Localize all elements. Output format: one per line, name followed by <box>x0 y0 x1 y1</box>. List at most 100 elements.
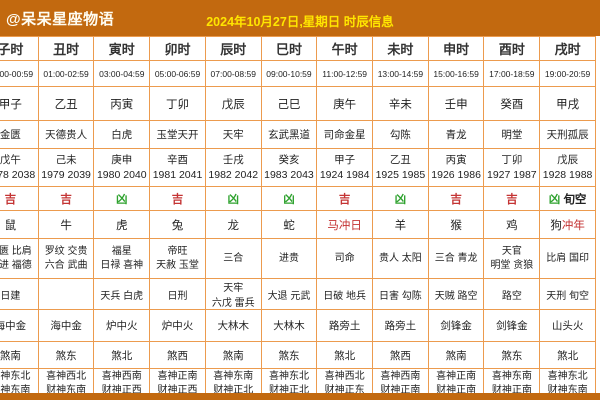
xishen-caishen-cell: 喜神正南 财神正南 <box>427 368 485 393</box>
xiongshen-cell: 日刑 <box>149 278 206 310</box>
jishen-cell: 金匮 比肩大进 福德 <box>0 238 39 279</box>
hour-name-cell: 申时 <box>427 36 485 61</box>
nayin-cell: 炉中火 <box>149 309 206 342</box>
chong-years-cell: 丁卯 1927 1987 <box>483 148 541 187</box>
hour-time-cell: 09:00-10:59 <box>260 60 318 87</box>
nayin-cell: 海中金 <box>37 309 95 342</box>
huangdao-cell: 天刑孤辰 <box>539 120 596 149</box>
bottom-bar <box>0 393 600 400</box>
huangdao-cell: 天牢 <box>204 120 262 149</box>
hour-ganzhi-cell: 丁卯 <box>149 86 206 121</box>
hour-time-cell: 07:00-08:59 <box>204 60 262 87</box>
hour-ganzhi-cell: 乙丑 <box>37 86 95 121</box>
luck-cell: 吉 <box>37 186 95 211</box>
hour-name-cell: 子时 <box>0 36 39 61</box>
chong-years-cell: 辛酉 1981 2041 <box>149 148 206 187</box>
hour-ganzhi-cell: 戊辰 <box>204 86 262 121</box>
luck-cell: 吉 <box>0 186 39 211</box>
chong-years-cell: 癸亥 1983 2043 <box>260 148 318 187</box>
animal-cell: 龙 <box>204 210 262 239</box>
hour-time-cell: 23:00-00:59 <box>0 60 39 87</box>
nayin-cell: 路旁土 <box>316 309 374 342</box>
luck-cell: 吉 <box>427 186 485 211</box>
huangdao-cell: 玄武黑道 <box>260 120 318 149</box>
hour-name-cell: 酉时 <box>483 36 541 61</box>
hour-ganzhi-cell: 己巳 <box>260 86 318 121</box>
xiongshen-cell: 天贼 路空 <box>427 278 485 310</box>
sha-cell: 煞南 <box>427 341 485 369</box>
jishen-cell: 司命 <box>316 238 374 279</box>
xishen-caishen-cell: 喜神西北 财神东南 <box>37 368 95 393</box>
sha-cell: 煞西 <box>149 341 206 369</box>
brand-title: @呆呆星座物语 <box>6 11 115 28</box>
chong-years-cell: 乙丑 1925 1985 <box>372 148 429 187</box>
jishen-cell: 贵人 太阳 <box>372 238 429 279</box>
animal-cell: 虎 <box>93 210 151 239</box>
huangdao-cell: 白虎 <box>93 120 151 149</box>
chong-years-cell: 丙寅 1926 1986 <box>427 148 485 187</box>
hour-time-cell: 15:00-16:59 <box>427 60 485 87</box>
row-hour-name: 子时丑时寅时卯时辰时巳时午时未时申时酉时戌时 <box>0 36 596 61</box>
hour-time-cell: 13:00-14:59 <box>372 60 429 87</box>
hours-table-wrap: 子时丑时寅时卯时辰时巳时午时未时申时酉时戌时23:00-00:5901:00-0… <box>0 36 600 393</box>
xiongshen-cell: 大退 元武 <box>260 278 318 310</box>
luck-cell: 凶 <box>204 186 262 211</box>
luck-cell: 凶 <box>93 186 151 211</box>
sha-cell: 煞西 <box>372 341 429 369</box>
huangdao-cell: 金匮 <box>0 120 39 149</box>
row-xishen-caishen: 喜神东北财神东南喜神西北财神东南喜神西南财神正西喜神正南财神正西喜神东南财神正北… <box>0 368 596 393</box>
nayin-cell: 山头火 <box>539 309 596 342</box>
chong-years-cell: 甲子 1924 1984 <box>316 148 374 187</box>
animal-cell: 牛 <box>37 210 95 239</box>
hour-time-cell: 11:00-12:59 <box>316 60 374 87</box>
sha-cell: 煞南 <box>204 341 262 369</box>
hour-name-cell: 卯时 <box>149 36 206 61</box>
nayin-cell: 海中金 <box>0 309 39 342</box>
row-xiongshen: 日建 天兵 白虎 日刑 天牢 六戊 雷兵 大退 元武 日破 地兵 日害 勾陈 天贼 路空 路空 天刑… <box>0 278 596 310</box>
sha-cell: 煞东 <box>37 341 95 369</box>
nayin-cell: 剑锋金 <box>483 309 541 342</box>
hour-time-cell: 03:00-04:59 <box>93 60 151 87</box>
nayin-cell: 炉中火 <box>93 309 151 342</box>
luck-cell: 吉 <box>316 186 374 211</box>
row-animal: 鼠牛虎兔龙蛇马冲日羊猴鸡狗冲年 <box>0 210 596 239</box>
row-nayin: 海中金海中金炉中火炉中火大林木大林木路旁土路旁土剑锋金剑锋金山头火 <box>0 309 596 342</box>
sha-cell: 煞东 <box>260 341 318 369</box>
row-luck: 吉吉凶吉凶凶吉凶吉吉凶 旬空 <box>0 186 596 211</box>
hour-time-cell: 01:00-02:59 <box>37 60 95 87</box>
chong-years-cell: 戊午1978 2038 <box>0 148 39 187</box>
nayin-cell: 路旁土 <box>372 309 429 342</box>
jishen-cell: 天官 明堂 贪狼 <box>483 238 541 279</box>
xishen-caishen-cell: 喜神西北 财神正东 <box>316 368 374 393</box>
animal-cell: 蛇 <box>260 210 318 239</box>
xishen-caishen-cell: 喜神西南 财神正南 <box>372 368 429 393</box>
animal-cell: 鸡 <box>483 210 541 239</box>
hours-table: 子时丑时寅时卯时辰时巳时午时未时申时酉时戌时23:00-00:5901:00-0… <box>0 36 596 393</box>
luck-cell: 吉 <box>483 186 541 211</box>
xiongshen-cell: 天兵 白虎 <box>93 278 151 310</box>
animal-cell: 马冲日 <box>316 210 374 239</box>
jishen-cell: 罗纹 交贵 六合 武曲 <box>37 238 95 279</box>
huangdao-cell: 勾陈 <box>372 120 429 149</box>
huangdao-cell: 司命金星 <box>316 120 374 149</box>
xiongshen-cell: 天牢 六戊 雷兵 <box>204 278 262 310</box>
jishen-cell: 进贵 <box>260 238 318 279</box>
sha-cell: 煞北 <box>316 341 374 369</box>
hour-name-cell: 午时 <box>316 36 374 61</box>
luck-cell: 凶 <box>372 186 429 211</box>
xiongshen-cell: 日害 勾陈 <box>372 278 429 310</box>
luck-cell: 凶 旬空 <box>539 186 596 211</box>
hour-ganzhi-cell: 甲子 <box>0 86 39 121</box>
hour-name-cell: 未时 <box>372 36 429 61</box>
header-bar: @呆呆星座物语 2024年10月27日,星期日 时辰信息 <box>0 0 600 36</box>
nayin-cell: 大林木 <box>204 309 262 342</box>
animal-cell: 鼠 <box>0 210 39 239</box>
hour-name-cell: 辰时 <box>204 36 262 61</box>
sha-cell: 煞南 <box>0 341 39 369</box>
xishen-caishen-cell: 喜神正南 财神正西 <box>149 368 206 393</box>
xishen-caishen-cell: 喜神东南 财神正南 <box>483 368 541 393</box>
row-sha: 煞南 煞东 煞北 煞西 煞南 煞东 煞北 煞西 煞南 煞东 煞北 <box>0 341 596 369</box>
